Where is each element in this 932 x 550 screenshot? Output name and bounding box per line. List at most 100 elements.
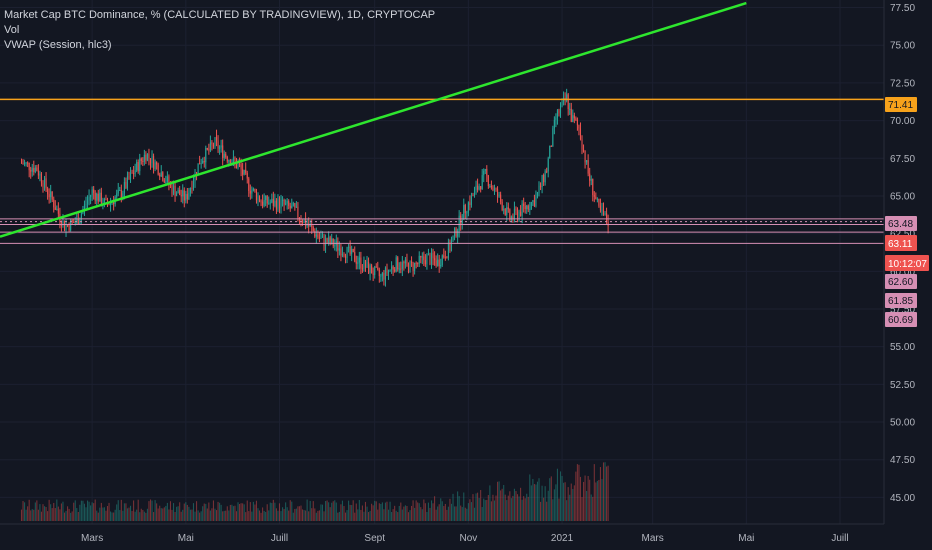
time-tick-label: Mai [738, 533, 754, 544]
candle-body [432, 253, 434, 259]
time-tick-label: Juill [831, 533, 848, 544]
volume-bar [137, 499, 139, 521]
volume-bar [289, 500, 291, 521]
price-tick-label: 67.50 [890, 154, 915, 165]
candle-body [70, 219, 72, 231]
candle-body [33, 168, 35, 173]
candle-body [444, 257, 446, 259]
candle-body [228, 160, 230, 162]
candle-body [277, 198, 279, 210]
volume-bar [368, 512, 370, 521]
volume-bar [65, 510, 67, 521]
candle-body [182, 190, 184, 197]
candle-body [566, 94, 568, 101]
candle-body [99, 192, 101, 202]
candle-body [598, 198, 600, 206]
volume-bar [42, 504, 44, 521]
trendline-group[interactable] [0, 1, 747, 238]
volume-bar [475, 493, 477, 521]
volume-bar [392, 509, 394, 521]
candle-body [94, 192, 96, 201]
candle-body [596, 198, 598, 200]
volume-bar [472, 494, 474, 521]
volume-bar [590, 494, 592, 521]
candle-body [437, 259, 439, 266]
volume-bar [120, 499, 122, 521]
volume-bar [262, 507, 264, 521]
volume-bar [536, 481, 539, 521]
volume-bar [481, 507, 483, 521]
candle-body [50, 191, 52, 198]
candle-body [404, 259, 406, 264]
volume-bar [54, 508, 56, 521]
volume-bar [432, 503, 434, 521]
volume-bar [242, 503, 244, 521]
candle-body [418, 255, 420, 264]
candle-body [79, 219, 81, 225]
candle-body [590, 179, 592, 181]
volume-bar [443, 506, 445, 521]
candle-body [103, 199, 105, 205]
candle-body [458, 215, 460, 231]
candle-body [430, 253, 433, 265]
legend-symbol[interactable]: Market Cap BTC Dominance, % (CALCULATED … [4, 9, 436, 21]
candle-body [140, 158, 142, 162]
candle-body [40, 173, 42, 184]
volume-bar [535, 484, 537, 521]
volume-bar [211, 508, 213, 521]
volume-bar [260, 512, 262, 521]
countdown-badge-bg [885, 255, 929, 271]
candle-body [599, 205, 601, 211]
volume-bar [467, 503, 469, 521]
candle-body [139, 158, 141, 172]
time-axis[interactable]: Mars Mai Juill Sept Nov 2021 Mars Mai Juill [81, 533, 849, 544]
volume-bar [163, 507, 165, 521]
volume-bar [74, 500, 76, 521]
candle-body [561, 101, 563, 107]
candle-body [523, 203, 525, 206]
volume-bar [159, 505, 161, 521]
candle-body [51, 191, 53, 200]
candle-body [254, 188, 256, 192]
level-badge-1: 62.60 [888, 277, 913, 288]
volume-bar [427, 502, 429, 521]
candle-body [389, 269, 391, 271]
volume-bar [400, 502, 402, 521]
candle-body [223, 153, 225, 158]
candle-body [226, 156, 228, 162]
candle-body [398, 268, 400, 270]
volume-bar [28, 499, 30, 521]
candle-body [245, 169, 247, 173]
candle-body [576, 120, 578, 126]
trendline[interactable] [0, 1, 747, 238]
candle-body [555, 117, 557, 120]
candle-body [364, 260, 367, 268]
candle-body [271, 198, 273, 203]
candle-body [464, 205, 466, 214]
candle-body [377, 267, 379, 270]
candle-body [326, 238, 328, 243]
volume-bar [423, 499, 425, 521]
volume-bar [489, 485, 491, 521]
volume-bar [378, 503, 380, 521]
orange-level-badge: 71.41 [888, 100, 913, 111]
candle-body [498, 194, 500, 197]
candle-body [39, 173, 41, 176]
volume-bar [62, 501, 64, 521]
candle-body [20, 162, 23, 164]
volume-bar [464, 507, 466, 521]
volume-bar [274, 502, 276, 521]
volume-bar [387, 509, 390, 521]
price-axis[interactable]: 77.50 75.00 72.50 70.00 67.50 65.00 62.50 60.00… [890, 3, 915, 504]
candle-body [509, 209, 511, 220]
legend-volume[interactable]: Vol [4, 24, 20, 36]
volume-bar [493, 500, 496, 521]
volume-bar [300, 505, 302, 521]
legend-vwap[interactable]: VWAP (Session, hlc3) [4, 39, 112, 51]
candle-body [125, 181, 127, 189]
candle-body [202, 161, 204, 164]
candle-body [289, 205, 291, 209]
candle-body [255, 191, 257, 201]
